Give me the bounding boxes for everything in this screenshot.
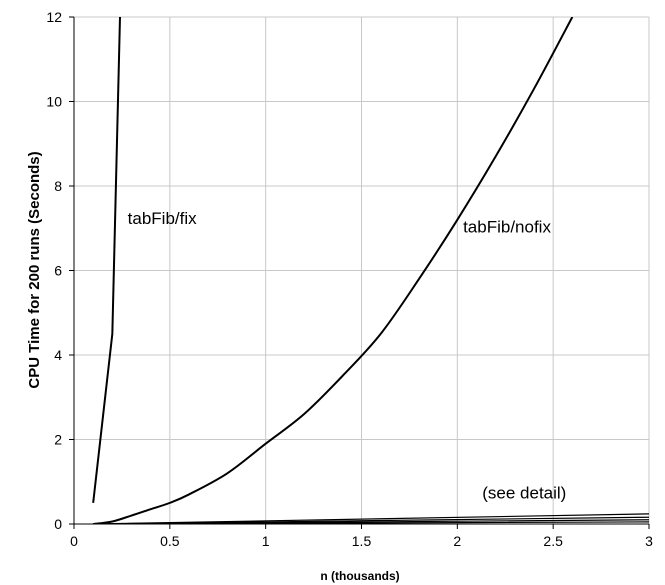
x-tick-label: 1.5 [352,533,372,549]
y-tick-label: 10 [46,94,62,110]
tick-labels: 0 0.5 1 1.5 2 2.5 3 0 2 4 6 8 10 12 [46,9,653,549]
y-tick-label: 0 [54,516,62,532]
y-tick-label: 12 [46,9,62,25]
y-axis-title: CPU Time for 200 runs (Seconds) [26,151,43,388]
series-line-tabfib-nofix [93,17,574,524]
y-tick-label: 8 [54,178,62,194]
x-tick-label: 0.5 [160,533,180,549]
x-tick-label: 3 [645,533,653,549]
y-tick-label: 2 [54,432,62,448]
x-tick-label: 2 [453,533,461,549]
y-tick-label: 4 [54,347,62,363]
x-tick-label: 2.5 [543,533,563,549]
annotation-label: (see detail) [482,484,566,503]
x-axis-title: n (thousands) [320,569,399,583]
series-group [92,17,649,524]
y-tick-label: 6 [54,263,62,279]
x-tick-label: 0 [70,533,78,549]
annotations: tabFib/fix tabFib/nofix (see detail) [128,209,567,503]
annotation-label: tabFib/fix [128,209,197,228]
series-line-detail-5 [93,521,649,524]
annotation-label: tabFib/nofix [463,217,551,236]
x-tick-label: 1 [262,533,270,549]
series-line-tabfib-fix [92,17,121,503]
grid [74,16,650,524]
axes [69,16,650,529]
